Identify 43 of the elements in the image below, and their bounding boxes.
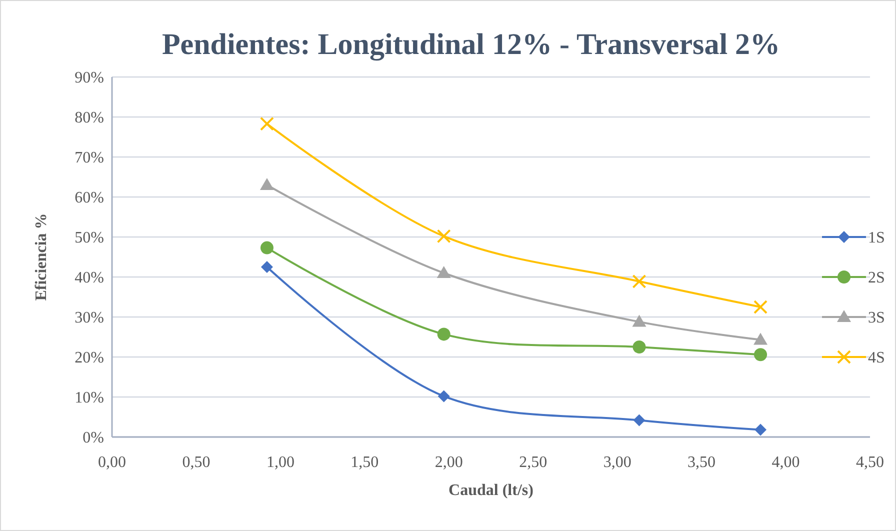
legend-label: 3S [868, 310, 885, 327]
y-tick-label: 0% [82, 430, 104, 447]
x-tick-label: 4,50 [856, 454, 884, 471]
point [754, 424, 767, 436]
point [260, 261, 273, 273]
x-tick-label: 2,50 [519, 454, 548, 471]
x-tick-label: 2,00 [434, 454, 463, 471]
y-tick-label: 50% [74, 230, 104, 247]
point [632, 274, 646, 288]
chart-title: Pendientes: Longitudinal 12% - Transversal 2% [162, 28, 780, 61]
legend-label: 2S [868, 270, 885, 287]
point [260, 178, 274, 190]
y-tick-label: 70% [74, 150, 104, 167]
x-tick-label: 1,50 [350, 454, 379, 471]
point [754, 332, 768, 345]
legend-label: 4S [868, 350, 885, 367]
point [754, 300, 768, 314]
y-tick-label: 10% [74, 390, 104, 407]
y-tick-label: 60% [74, 190, 104, 207]
point [754, 348, 768, 362]
point [260, 241, 274, 254]
y-tick-label: 40% [74, 270, 104, 287]
y-tick-label: 30% [74, 310, 104, 327]
point [633, 414, 646, 426]
x-tick-label: 0,00 [98, 454, 126, 471]
y-tick-label: 20% [74, 350, 104, 367]
x-tick-label: 3,50 [688, 454, 716, 471]
y-axis-title: Eficiencia % [33, 213, 50, 301]
x-tick-label: 0,50 [182, 454, 210, 471]
point [632, 340, 646, 354]
point [436, 266, 451, 278]
point [438, 390, 450, 402]
x-tick-label: 4,00 [772, 454, 800, 471]
point [436, 229, 451, 244]
y-tick-label: 90% [74, 70, 104, 87]
point [437, 328, 450, 341]
y-tick-label: 80% [74, 110, 104, 127]
legend-label: 1S [868, 230, 885, 247]
x-tick-label: 1,00 [266, 454, 294, 471]
point [260, 116, 274, 131]
point [632, 314, 646, 327]
x-tick-label: 3,00 [603, 454, 632, 471]
x-axis-title: Caudal (lt/s) [448, 482, 534, 499]
